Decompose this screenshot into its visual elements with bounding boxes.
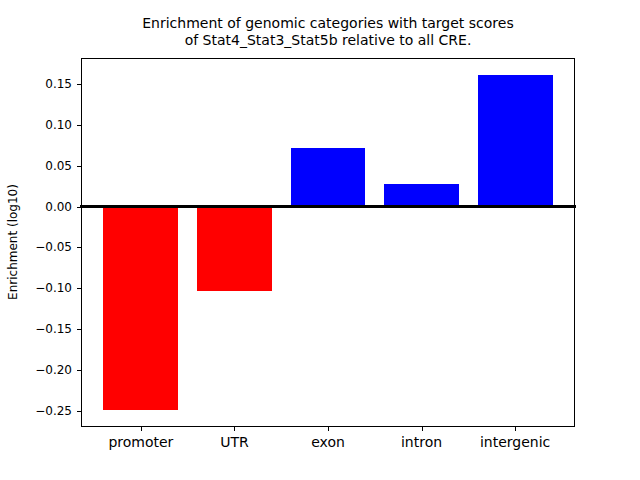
y-tick: [77, 247, 81, 248]
y-tick-label: 0.15: [45, 78, 72, 90]
plot-area: 0.150.100.050.00−0.05−0.10−0.15−0.20−0.2…: [81, 58, 575, 427]
y-tick: [77, 370, 81, 371]
x-tick-label-exon: exon: [311, 435, 345, 449]
x-tick-label-promoter: promoter: [108, 435, 173, 449]
bar-intergenic: [478, 75, 553, 207]
y-axis-label: Enrichment (log10): [6, 142, 24, 342]
chart-title-line1: Enrichment of genomic categories with ta…: [81, 15, 575, 32]
y-tick: [77, 411, 81, 412]
bar-UTR: [197, 207, 272, 291]
y-tick-label: −0.20: [35, 364, 72, 376]
y-tick: [77, 166, 81, 167]
y-tick: [77, 125, 81, 126]
x-tick-label-intron: intron: [401, 435, 442, 449]
x-tick: [422, 427, 423, 431]
y-tick-label: −0.25: [35, 405, 72, 417]
x-tick: [515, 427, 516, 431]
x-tick-label-intergenic: intergenic: [480, 435, 550, 449]
x-tick: [328, 427, 329, 431]
bar-intron: [384, 184, 459, 207]
y-tick-label: −0.05: [35, 241, 72, 253]
x-tick: [234, 427, 235, 431]
x-tick-label-UTR: UTR: [220, 435, 249, 449]
figure: Enrichment of genomic categories with ta…: [0, 0, 640, 480]
y-tick: [77, 207, 81, 208]
y-tick-label: 0.05: [45, 160, 72, 172]
chart-title-line2: of Stat4_Stat3_Stat5b relative to all CR…: [81, 32, 575, 49]
zero-line: [80, 205, 576, 208]
y-tick: [77, 329, 81, 330]
y-tick-label: 0.10: [45, 119, 72, 131]
bar-promoter: [103, 207, 178, 411]
y-tick-label: 0.00: [45, 201, 72, 213]
bar-exon: [291, 148, 366, 207]
y-tick: [77, 288, 81, 289]
y-tick-label: −0.10: [35, 282, 72, 294]
chart-title: Enrichment of genomic categories with ta…: [81, 15, 575, 49]
y-tick-label: −0.15: [35, 323, 72, 335]
x-tick: [141, 427, 142, 431]
y-tick: [77, 84, 81, 85]
